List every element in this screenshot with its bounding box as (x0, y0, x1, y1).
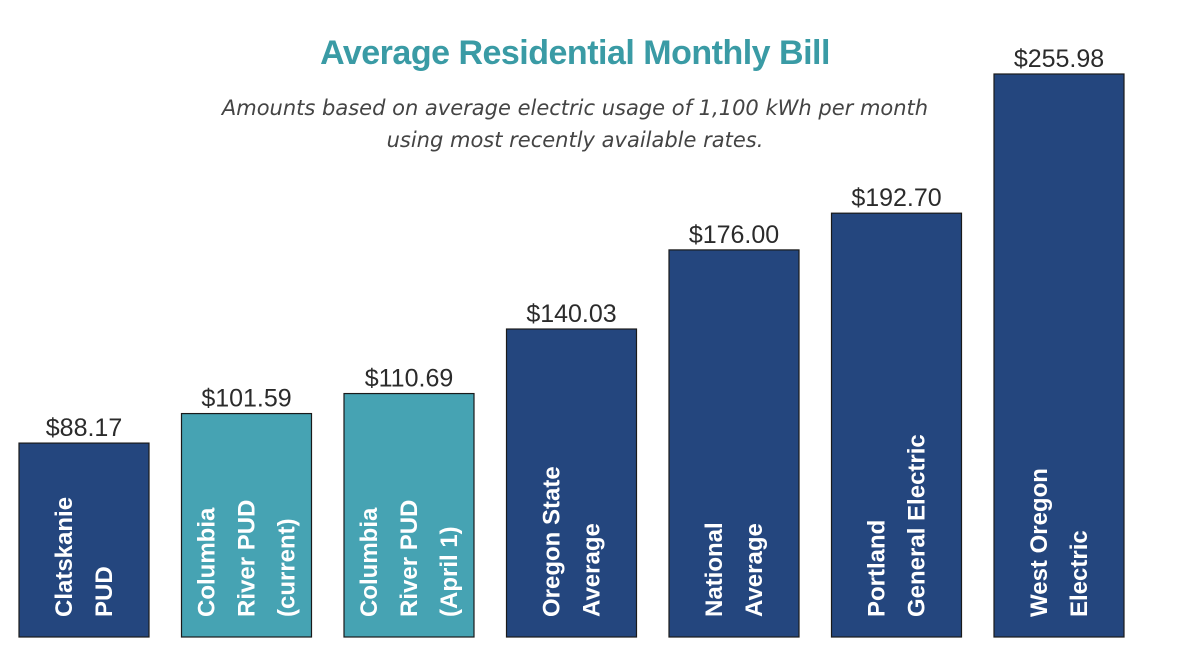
value-label-2: $110.69 (365, 365, 454, 393)
value-label-4: $176.00 (689, 221, 779, 249)
subtitle-line-2: using most recently available rates. (386, 128, 764, 152)
category-label-0-line-0: Clatskanie (51, 497, 78, 617)
category-label-2-line-1: River PUD (396, 500, 423, 617)
bar-3 (505, 328, 638, 638)
bar-2 (343, 392, 475, 638)
category-label-3-line-0: Oregon State (539, 466, 566, 617)
category-label-1-line-2: (current) (274, 518, 301, 617)
value-label-6: $255.98 (1014, 45, 1104, 73)
category-label-2-line-2: (April 1) (436, 526, 463, 617)
category-label-5-line-0: Portland (864, 520, 891, 617)
category-label-3: Oregon State Average (539, 466, 606, 617)
category-label-4-line-0: National (701, 522, 728, 617)
category-label-4-line-1: Average (741, 523, 768, 617)
bar-5 (830, 212, 963, 638)
category-label-1-line-0: Columbia (194, 507, 221, 617)
category-label-5: Portland General Electric (864, 434, 931, 617)
category-label-1: Columbia River PUD (current) (194, 500, 301, 617)
bar-6 (993, 73, 1125, 638)
category-label-6-line-0: West Oregon (1026, 468, 1053, 617)
category-label-1-line-1: River PUD (234, 500, 261, 617)
value-label-5: $192.70 (851, 184, 941, 212)
category-label-3-line-1: Average (579, 523, 606, 617)
subtitle-line-1: Amounts based on average electric usage … (221, 96, 929, 120)
category-label-2-line-0: Columbia (356, 507, 383, 617)
value-label-0: $88.17 (46, 414, 122, 442)
value-label-1: $101.59 (201, 385, 291, 413)
category-label-0: Clatskanie PUD (51, 497, 118, 617)
bar-4 (668, 249, 800, 638)
bar-0 (18, 442, 150, 638)
category-label-6-line-1: Electric (1066, 530, 1093, 617)
category-label-0-line-1: PUD (91, 566, 118, 617)
category-label-4: National Average (701, 522, 768, 617)
bar-1 (180, 412, 313, 638)
category-label-5-line-1: General Electric (904, 434, 931, 617)
category-label-6: West Oregon Electric (1026, 468, 1093, 617)
category-label-2: Columbia River PUD (April 1) (356, 500, 463, 617)
chart-subtitle: Amounts based on average electric usage … (0, 92, 1150, 156)
chart-title: Average Residential Monthly Bill (320, 34, 830, 72)
value-label-3: $140.03 (526, 300, 616, 328)
